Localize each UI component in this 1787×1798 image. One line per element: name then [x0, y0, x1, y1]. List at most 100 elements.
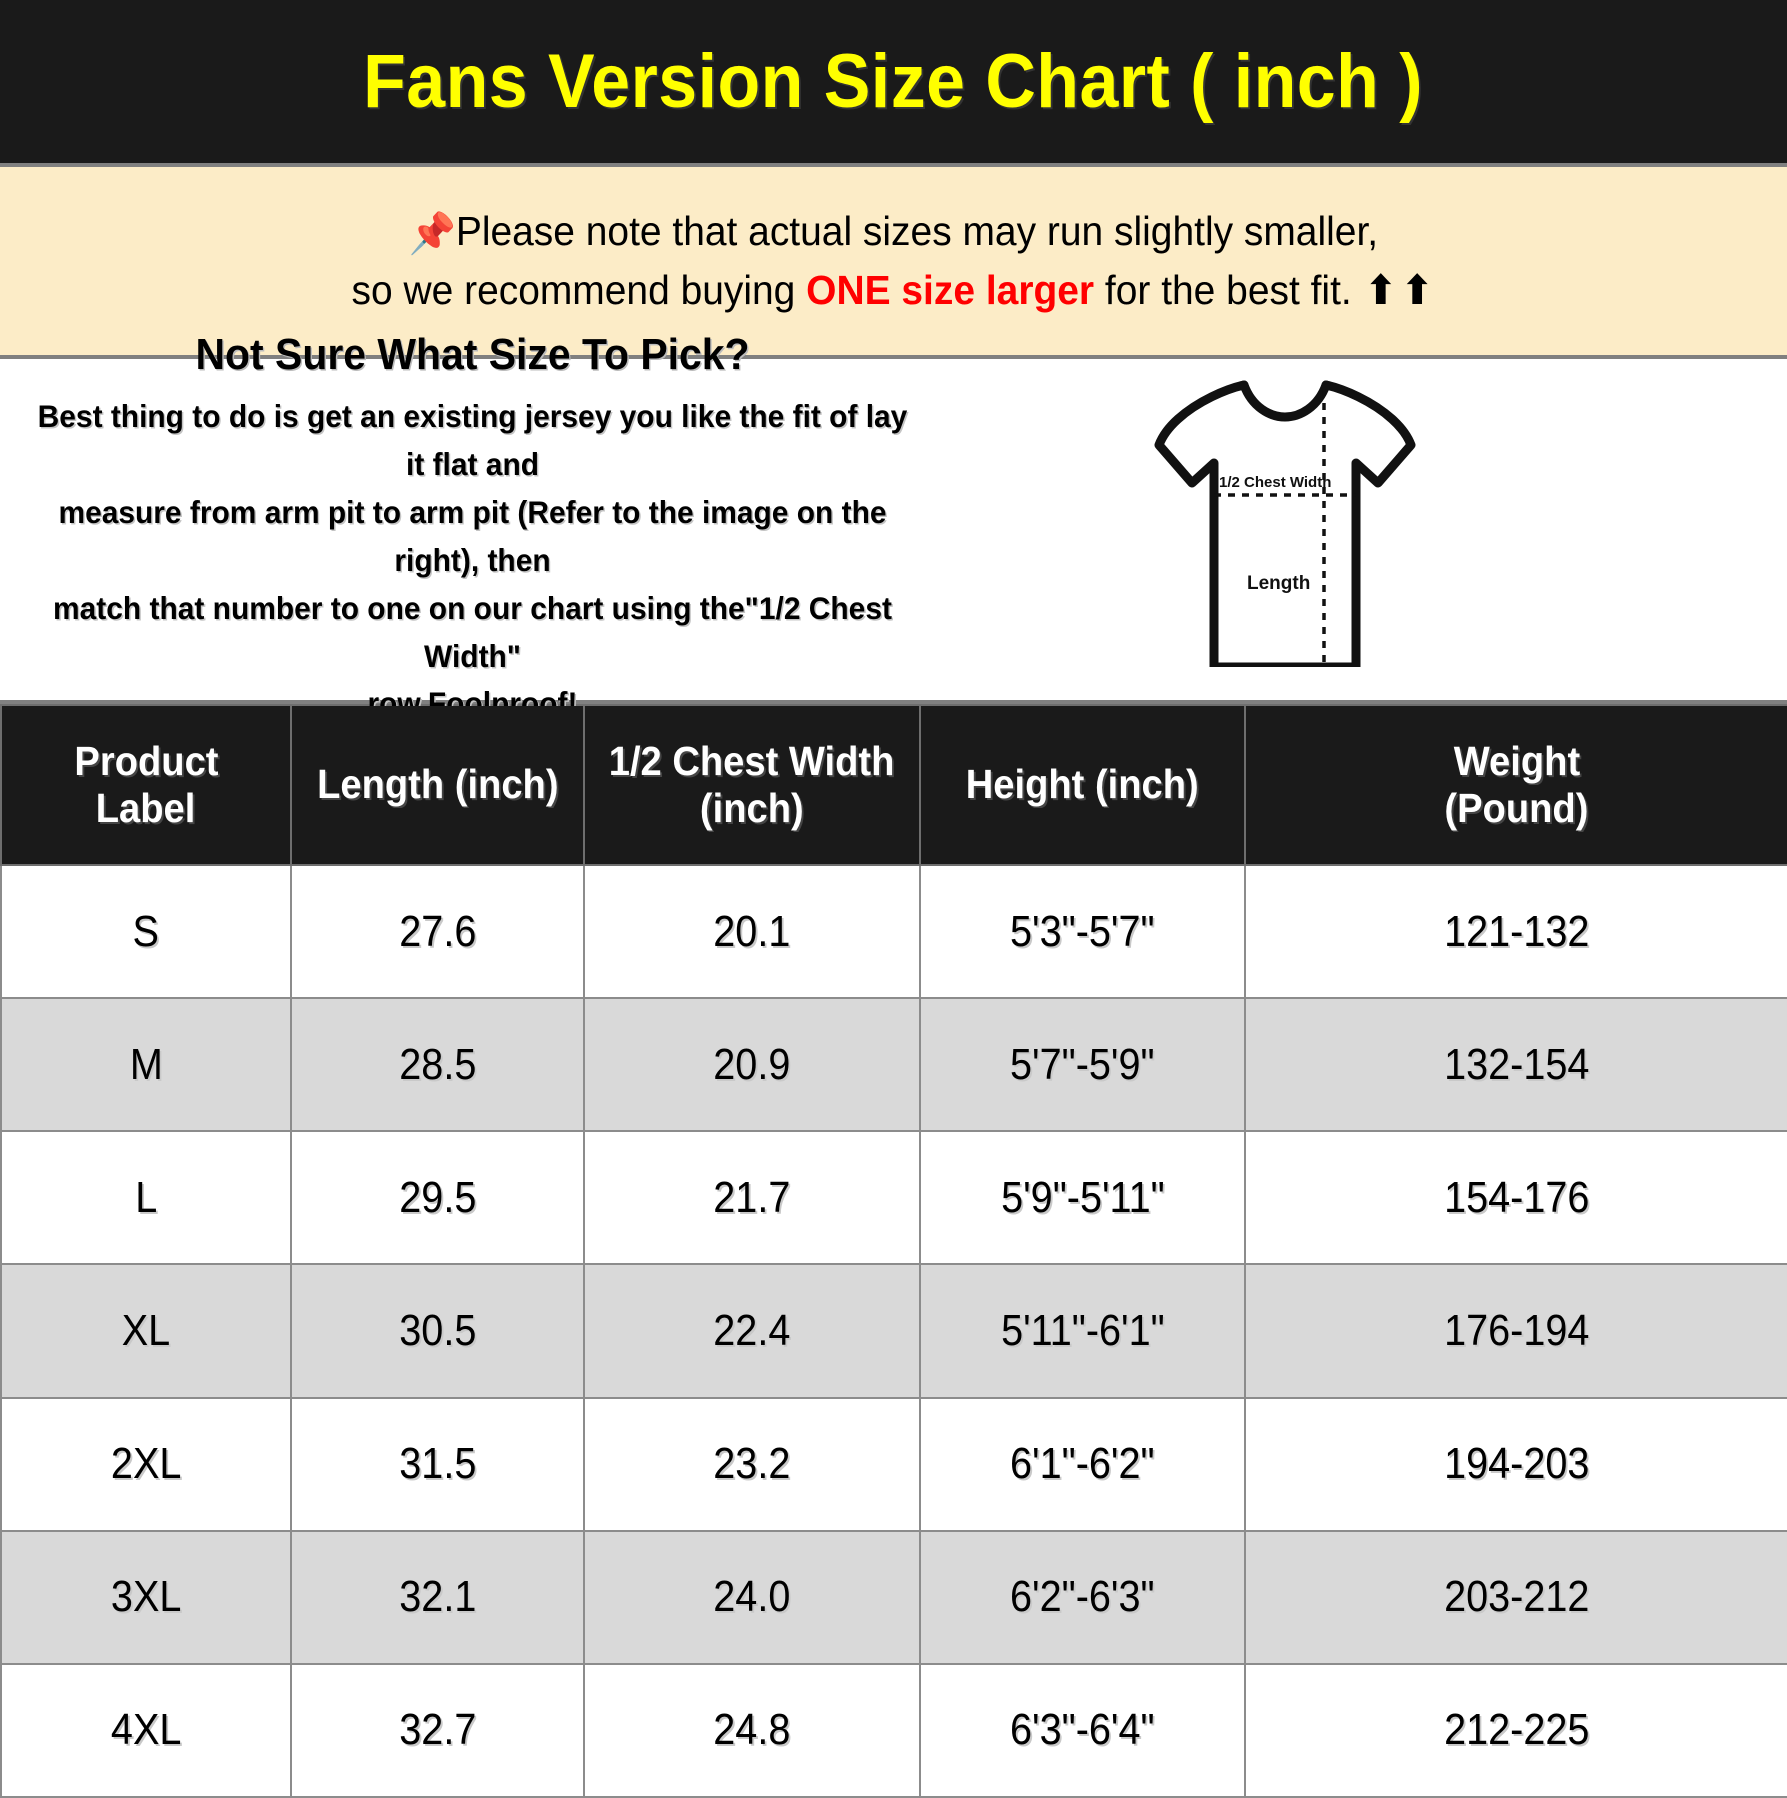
cell-text: 32.1	[398, 1572, 477, 1622]
cell-height: 5'3"-5'7"	[919, 863, 1246, 1000]
cell-text: 20.1	[713, 906, 791, 956]
note-line-2-suffix: for the best fit.	[1094, 267, 1363, 314]
cell-text: 6'2"-6'3"	[1010, 1572, 1155, 1622]
header-line: Weight	[1453, 737, 1580, 784]
cell-product-label: M	[0, 997, 292, 1133]
cell-weight: 194-203	[1244, 1396, 1787, 1532]
cell-weight: 176-194	[1244, 1263, 1787, 1399]
cell-text: 132-154	[1443, 1039, 1590, 1089]
help-paragraph-line: match that number to one on our chart us…	[53, 589, 892, 674]
pushpin-icon: 📌	[408, 212, 457, 257]
cell-text: 21.7	[713, 1172, 791, 1222]
table-row: XL 30.5 22.4 5'11"-6'1" 176-194	[0, 1263, 1787, 1399]
note-line-2-prefix: so we recommend buying	[351, 267, 807, 314]
cell-text: 32.7	[398, 1705, 477, 1755]
cell-length: 27.6	[290, 863, 585, 1000]
cell-text: XL	[121, 1305, 171, 1355]
cell-weight: 121-132	[1244, 863, 1787, 1000]
cell-text: 6'3"-6'4"	[1010, 1705, 1155, 1755]
cell-height: 6'3"-6'4"	[919, 1662, 1246, 1798]
header-line: Height (inch)	[966, 761, 1199, 808]
cell-text: L	[134, 1172, 158, 1222]
cell-text: 194-203	[1443, 1439, 1590, 1489]
help-paragraph-line: Best thing to do is get an existing jers…	[37, 398, 908, 483]
cell-text: 29.5	[398, 1172, 477, 1222]
chest-width-label: 1/2 Chest Width	[1219, 474, 1331, 491]
measurement-help-section: Not Sure What Size To Pick? Best thing t…	[0, 330, 1787, 721]
table-row: L 29.5 21.7 5'9"-5'11" 154-176	[0, 1130, 1787, 1266]
header-line: (Pound)	[1444, 785, 1589, 831]
cell-text: 154-176	[1443, 1172, 1590, 1222]
header-line: 1/2 Chest Width	[609, 737, 895, 784]
cell-length: 29.5	[290, 1130, 585, 1266]
cell-text: 28.5	[398, 1039, 477, 1089]
column-header-length: Length (inch)	[290, 704, 585, 866]
table-header-row: Product Label Length (inch) 1/2 Chest Wi…	[0, 704, 1787, 866]
cell-text: 24.8	[713, 1705, 791, 1755]
cell-chest-width: 20.1	[583, 863, 921, 1000]
table-body: S 27.6 20.1 5'3"-5'7" 121-132 M 28.5 20.…	[0, 863, 1787, 1798]
cell-text: 22.4	[713, 1305, 791, 1355]
column-header-product-label: Product Label	[0, 704, 292, 866]
cell-text: 23.2	[713, 1439, 791, 1489]
cell-text: 24.0	[713, 1572, 791, 1622]
cell-text: 5'9"-5'11"	[1000, 1172, 1165, 1222]
header-line: Label	[96, 785, 196, 831]
cell-chest-width: 21.7	[583, 1130, 921, 1266]
cell-weight: 132-154	[1244, 997, 1787, 1133]
note-line-2: so we recommend buying ONE size larger f…	[352, 261, 1436, 319]
cell-length: 32.1	[290, 1529, 585, 1665]
arrow-up-icon-2: ⬆	[1400, 267, 1434, 314]
help-heading: Not Sure What Size To Pick?	[195, 329, 750, 379]
cell-text: S	[132, 906, 160, 956]
cell-weight: 212-225	[1244, 1662, 1787, 1798]
note-line-1-text: Please note that actual sizes may run sl…	[456, 208, 1379, 255]
cell-height: 5'11"-6'1"	[919, 1263, 1246, 1399]
cell-weight: 203-212	[1244, 1529, 1787, 1665]
cell-chest-width: 24.0	[583, 1529, 921, 1665]
header-banner: Fans Version Size Chart ( inch )	[0, 0, 1787, 167]
cell-product-label: 2XL	[0, 1396, 292, 1532]
header-line: Length (inch)	[316, 761, 559, 808]
column-header-height: Height (inch)	[919, 704, 1246, 866]
help-paragraph-line: measure from arm pit to arm pit (Refer t…	[58, 493, 887, 578]
cell-text: 6'1"-6'2"	[1010, 1439, 1155, 1489]
page-title: Fans Version Size Chart ( inch )	[363, 38, 1424, 124]
cell-text: 5'7"-5'9"	[1010, 1039, 1155, 1089]
table-header: Product Label Length (inch) 1/2 Chest Wi…	[0, 704, 1787, 866]
table-row: M 28.5 20.9 5'7"-5'9" 132-154	[0, 997, 1787, 1133]
measurement-help-text: Not Sure What Size To Pick? Best thing t…	[0, 329, 945, 729]
cell-text: 5'3"-5'7"	[1010, 906, 1155, 956]
note-line-1: 📌Please note that actual sizes may run s…	[409, 202, 1379, 261]
cell-product-label: L	[0, 1130, 292, 1266]
length-label: Length	[1247, 573, 1310, 594]
size-chart-table: Product Label Length (inch) 1/2 Chest Wi…	[0, 704, 1787, 1798]
cell-text: 2XL	[110, 1439, 182, 1489]
cell-length: 31.5	[290, 1396, 585, 1532]
cell-weight: 154-176	[1244, 1130, 1787, 1266]
header-line: (inch)	[700, 785, 804, 831]
cell-text: 3XL	[110, 1572, 182, 1622]
column-header-chest-width: 1/2 Chest Width (inch)	[583, 704, 921, 866]
cell-chest-width: 24.8	[583, 1662, 921, 1798]
tshirt-outline-icon	[1154, 380, 1416, 667]
cell-text: M	[129, 1039, 163, 1089]
cell-height: 5'7"-5'9"	[919, 997, 1246, 1133]
cell-height: 6'1"-6'2"	[919, 1396, 1246, 1532]
cell-product-label: 3XL	[0, 1529, 292, 1665]
cell-length: 32.7	[290, 1662, 585, 1798]
cell-text: 5'11"-6'1"	[1000, 1305, 1165, 1355]
cell-height: 6'2"-6'3"	[919, 1529, 1246, 1665]
table-row: 3XL 32.1 24.0 6'2"-6'3" 203-212	[0, 1529, 1787, 1665]
cell-text: 176-194	[1443, 1305, 1590, 1355]
cell-chest-width: 22.4	[583, 1263, 921, 1399]
cell-text: 4XL	[110, 1705, 182, 1755]
table-row: 2XL 31.5 23.2 6'1"-6'2" 194-203	[0, 1396, 1787, 1532]
cell-text: 27.6	[398, 906, 477, 956]
cell-text: 212-225	[1443, 1705, 1590, 1755]
help-paragraph: Best thing to do is get an existing jers…	[37, 393, 908, 728]
cell-product-label: XL	[0, 1263, 292, 1399]
table-row: S 27.6 20.1 5'3"-5'7" 121-132	[0, 863, 1787, 1000]
column-header-weight: Weight (Pound)	[1244, 704, 1787, 866]
